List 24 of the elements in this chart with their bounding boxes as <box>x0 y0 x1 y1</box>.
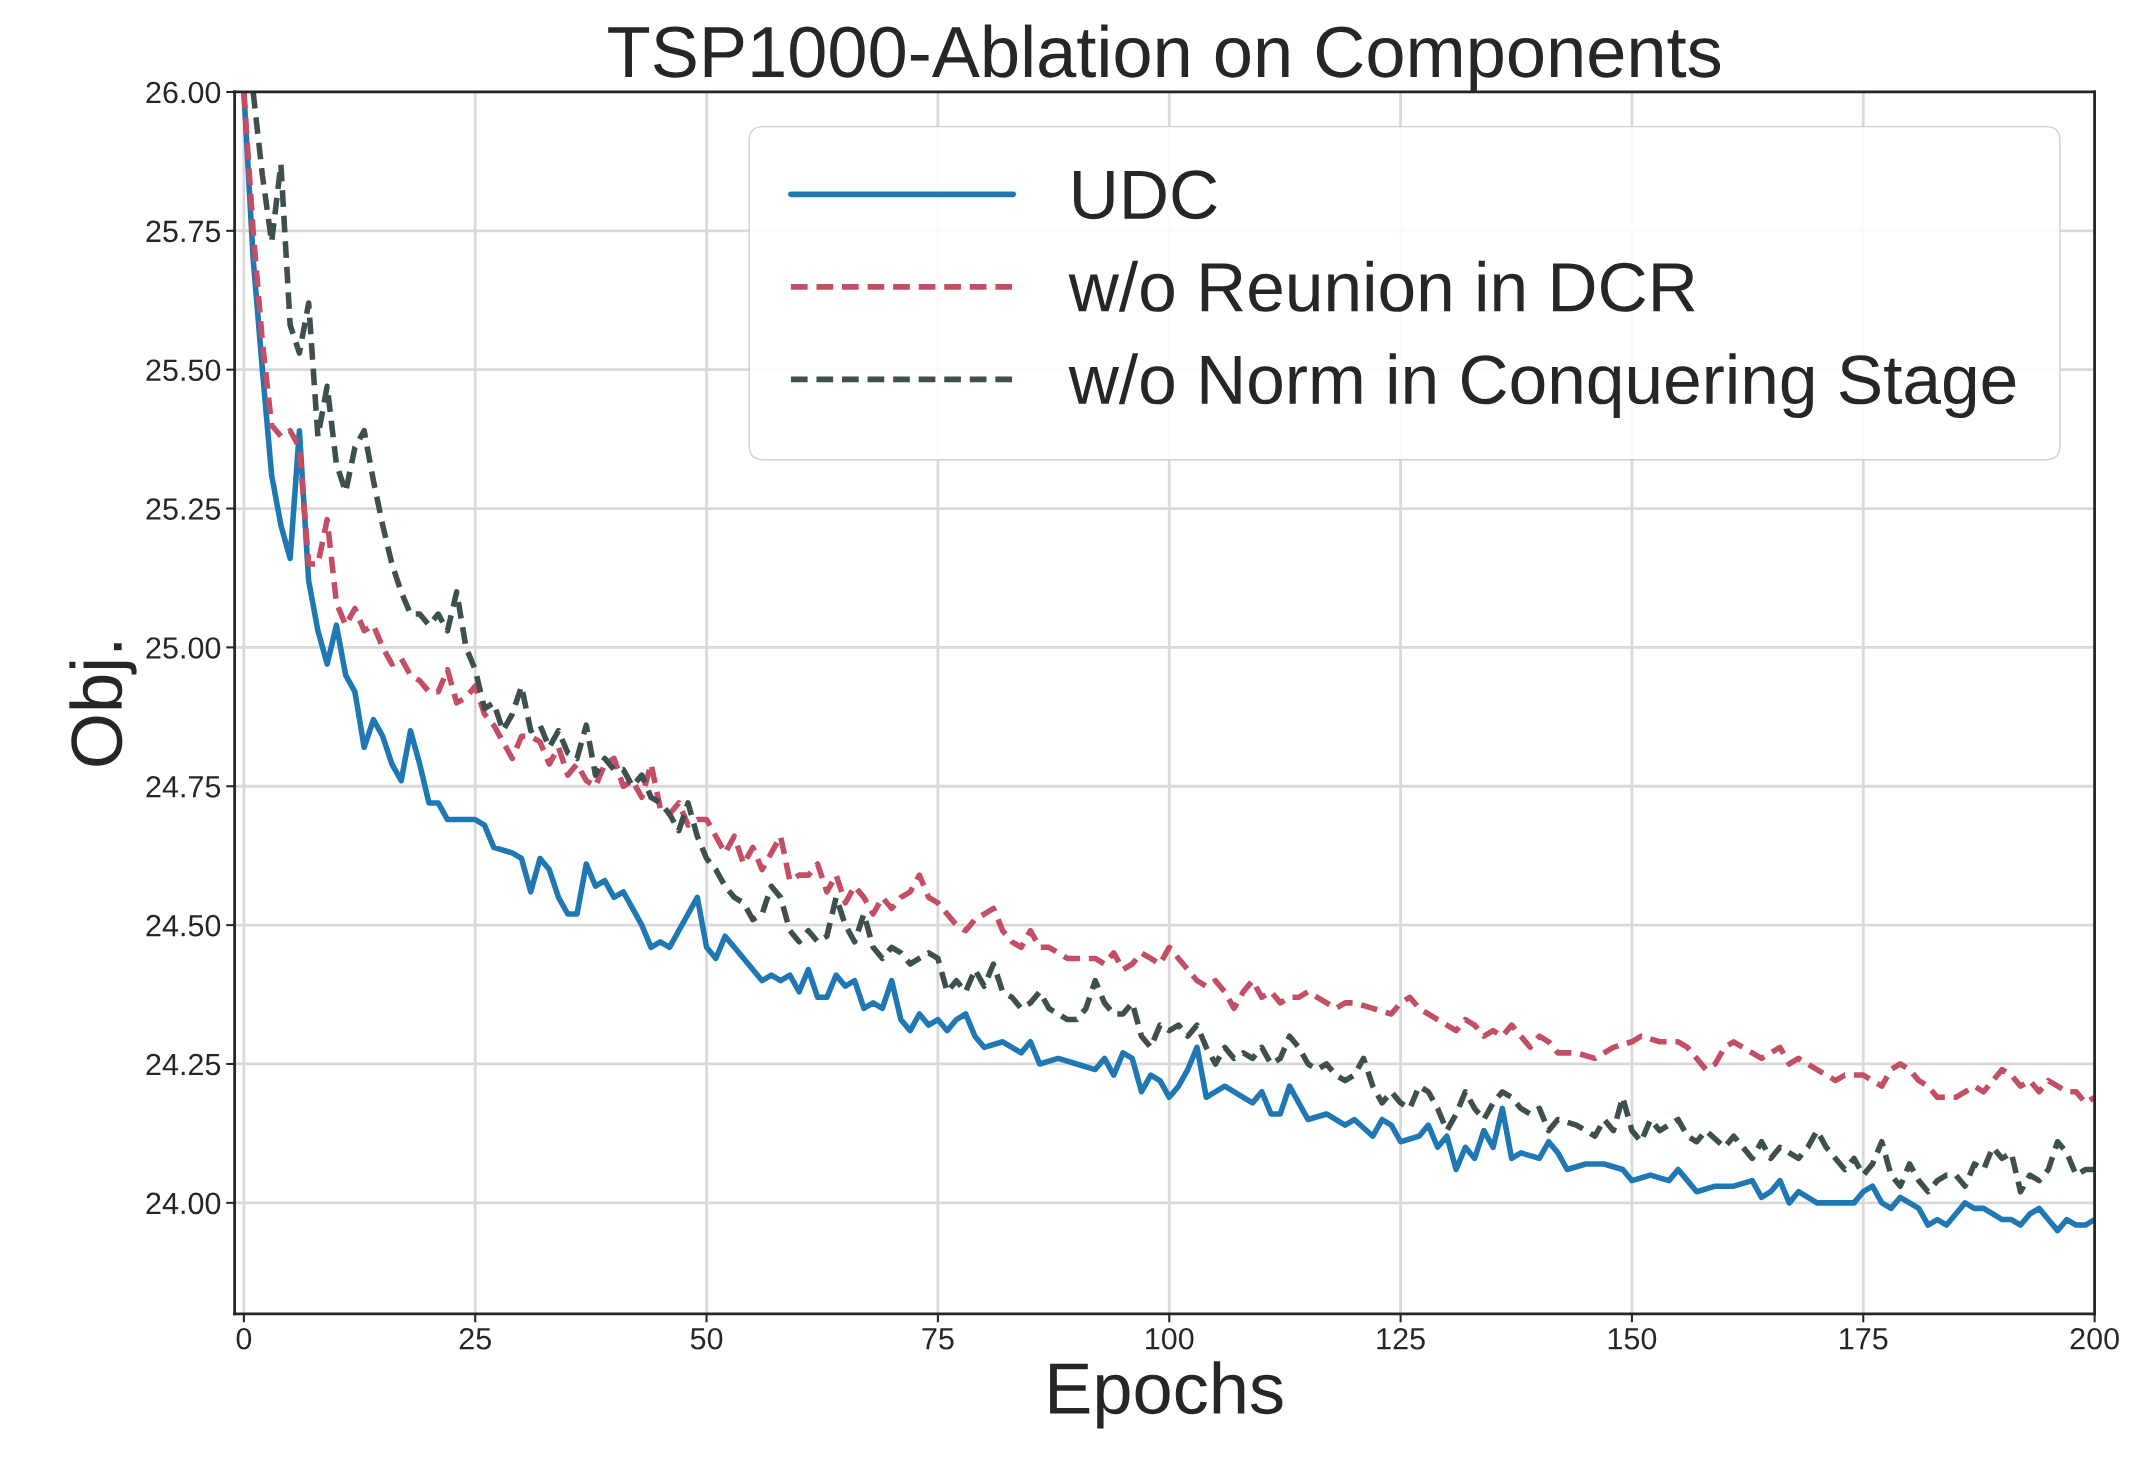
y-axis-title: Obj. <box>69 643 137 766</box>
y-tick-label: 24.25 <box>146 1053 221 1076</box>
x-tick-label: 50 <box>690 1327 723 1350</box>
legend-label: w/o Reunion in DCR <box>1068 260 1695 312</box>
x-tick-label: 25 <box>459 1327 491 1350</box>
y-tick-label: 24.75 <box>146 775 221 798</box>
chart-title: TSP1000-Ablation on Components <box>608 24 1721 92</box>
y-tick-label: 24.00 <box>146 1192 221 1215</box>
y-tick-label: 25.00 <box>146 637 221 659</box>
x-tick-label: 75 <box>922 1328 954 1350</box>
y-tick-label: 24.50 <box>146 914 221 937</box>
x-tick-label: 100 <box>1146 1327 1194 1350</box>
y-tick-label: 25.25 <box>146 498 221 520</box>
x-tick-label: 200 <box>2070 1327 2119 1350</box>
x-tick-label: 175 <box>1840 1328 1888 1350</box>
x-tick-label: 150 <box>1608 1327 1657 1350</box>
x-tick-label: 125 <box>1377 1327 1425 1350</box>
x-tick-label: 0 <box>236 1327 252 1350</box>
legend-label: w/o Norm in Conquering Stage <box>1068 353 2016 419</box>
legend-label: UDC <box>1074 170 1217 220</box>
y-tick-label: 25.75 <box>146 220 221 243</box>
x-axis-title: Epochs <box>1050 1361 1283 1429</box>
y-tick-label: 25.50 <box>146 359 221 382</box>
y-tick-label: 26.00 <box>146 81 221 104</box>
